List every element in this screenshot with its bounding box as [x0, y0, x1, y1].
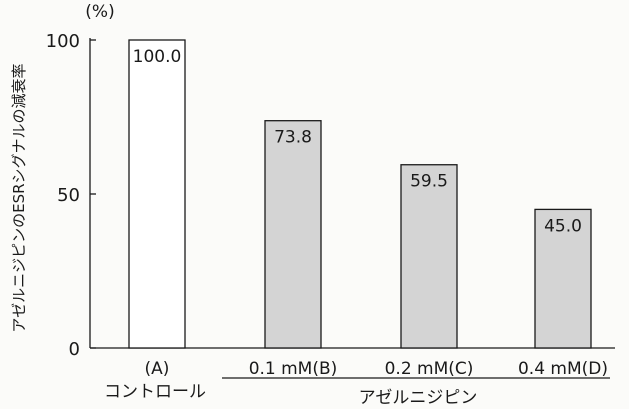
bar: [264, 120, 322, 349]
bar-value-label: 100.0: [133, 47, 182, 67]
x-tick-label: 0.1 mM(B): [249, 359, 338, 379]
bar-value-label: 45.0: [544, 216, 582, 236]
drug-group-label: アゼルニジピン: [359, 388, 478, 408]
y-tick-label: 100: [46, 31, 80, 52]
bar-value-label: 59.5: [410, 172, 448, 192]
control-group-label: コントロール: [104, 382, 206, 402]
x-tick-label: 0.2 mM(C): [385, 359, 474, 379]
bar: [128, 39, 186, 349]
y-tick-label: 50: [57, 185, 80, 206]
bars: 100.0 73.8 59.5 45.0: [128, 39, 592, 349]
y-axis-unit: (%): [85, 2, 114, 22]
bar: [400, 164, 458, 349]
bar-value-label: 73.8: [274, 128, 312, 148]
x-tick-labels: (A) 0.1 mM(B) 0.2 mM(C) 0.4 mM(D): [145, 359, 608, 379]
y-axis-label: アゼルニジピンのESRシグナルの減衰率: [10, 63, 28, 332]
x-tick-label: (A): [145, 359, 170, 379]
bar: [534, 208, 592, 349]
y-tick-label: 0: [69, 339, 80, 360]
y-axis: 0 50 100: [46, 31, 96, 360]
x-tick-label: 0.4 mM(D): [518, 359, 608, 379]
